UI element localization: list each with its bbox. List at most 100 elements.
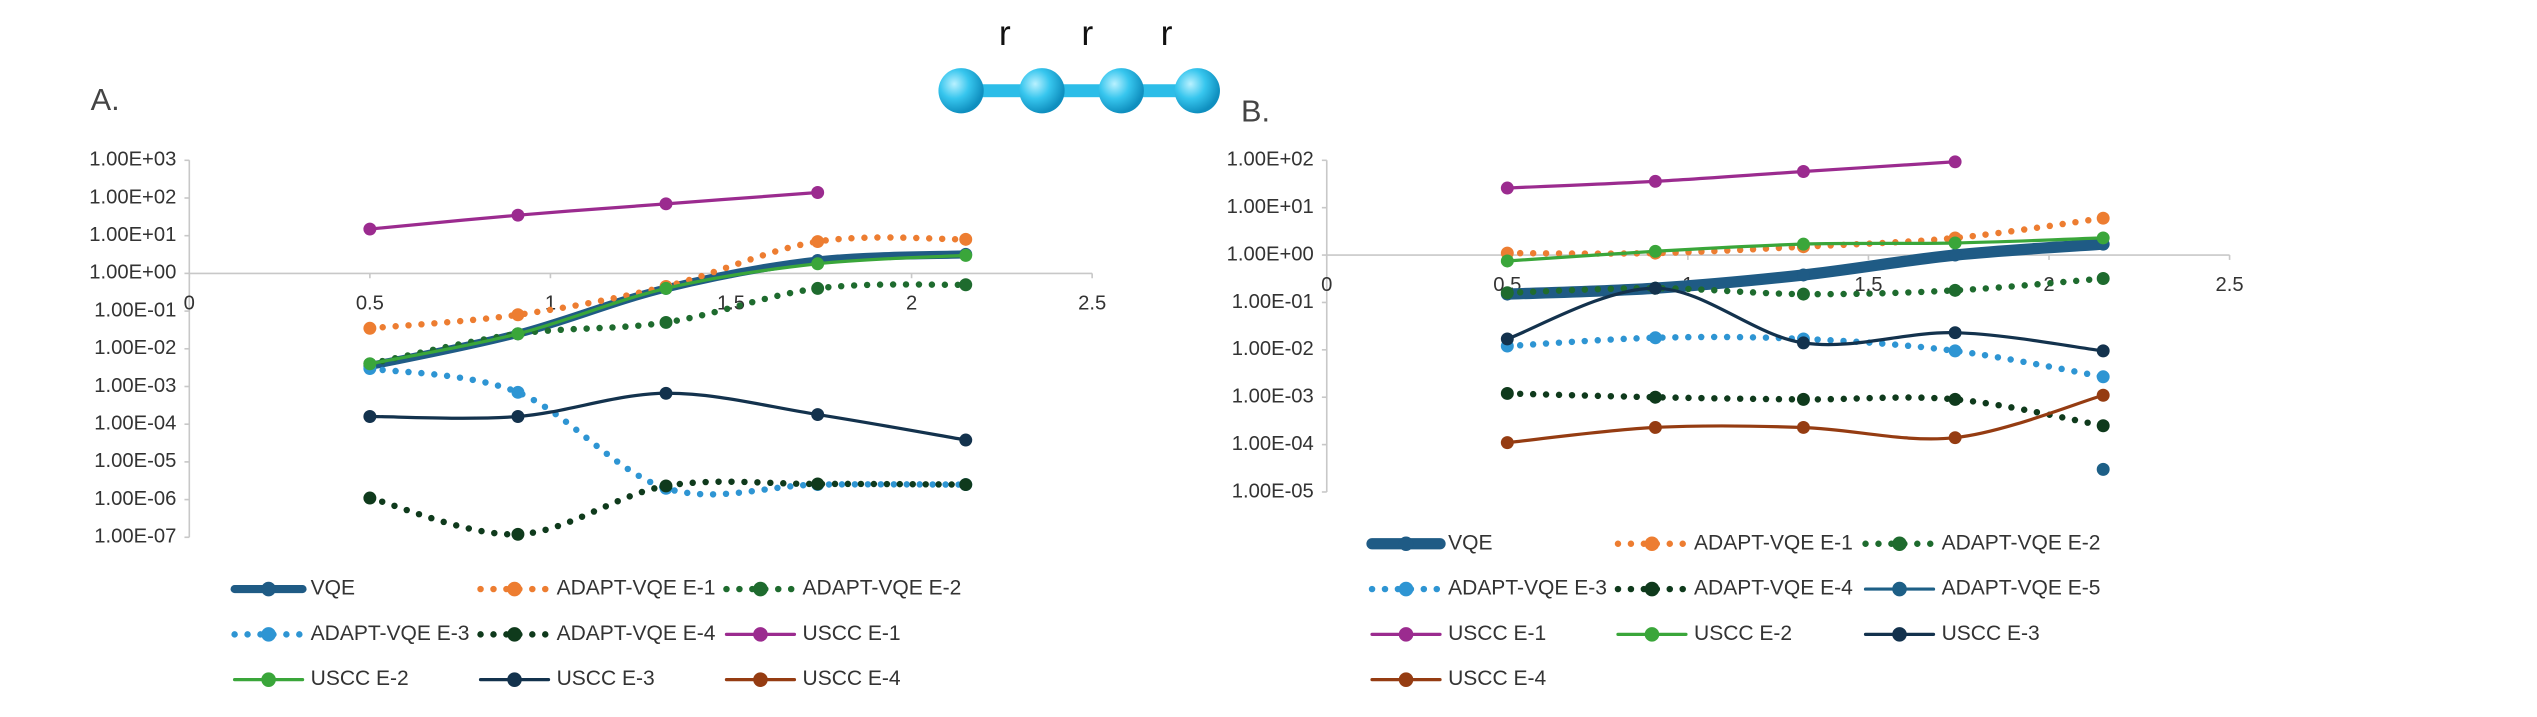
data-point bbox=[959, 248, 973, 262]
series-line bbox=[1505, 160, 1957, 190]
data-point bbox=[1948, 248, 1962, 262]
data-point bbox=[363, 222, 377, 236]
y-tick-label: 1.00E-03 bbox=[94, 375, 176, 397]
data-point bbox=[811, 235, 825, 249]
y-tick-label: 1.00E+02 bbox=[1227, 149, 1314, 171]
data-point bbox=[363, 321, 377, 335]
data-point bbox=[2096, 370, 2110, 384]
y-tick-label: 1.00E-03 bbox=[1232, 386, 1314, 408]
legend-marker bbox=[1398, 627, 1414, 642]
data-point bbox=[1948, 155, 1962, 169]
legend-label: ADAPT-VQE E-3 bbox=[311, 622, 470, 645]
legend-marker bbox=[1892, 581, 1907, 597]
y-tick-label: 1.00E-02 bbox=[1232, 338, 1314, 360]
legend-marker bbox=[1644, 627, 1660, 642]
data-point bbox=[1948, 431, 1962, 445]
data-point bbox=[1796, 165, 1810, 178]
chart: B. 1.00E-05 1.00E-04 1.00E-03 1.00E-02 1.00E-… bbox=[1227, 94, 2244, 691]
chart: A. 1.00E-07 1.00E-06 1.00E-05 1.00E-04 1.00E-… bbox=[89, 82, 1106, 690]
y-tick-label: 1.00E+00 bbox=[1227, 243, 1314, 265]
legend-label: ADAPT-VQE E-4 bbox=[1694, 577, 1853, 600]
data-point bbox=[511, 208, 525, 222]
data-point bbox=[363, 491, 377, 505]
legend-label: USCC E-1 bbox=[803, 622, 901, 645]
y-tick-label: 1.00E+01 bbox=[89, 224, 176, 246]
panel-label: A. bbox=[91, 82, 120, 117]
legend-label: ADAPT-VQE E-1 bbox=[557, 577, 716, 600]
x-tick-label: 1 bbox=[545, 292, 556, 314]
legend-marker bbox=[507, 581, 522, 597]
legend-marker bbox=[1398, 536, 1414, 552]
data-point bbox=[959, 478, 973, 492]
data-point bbox=[959, 433, 973, 447]
legend-marker bbox=[1644, 536, 1660, 552]
data-point bbox=[1648, 281, 1662, 295]
data-point bbox=[959, 278, 973, 292]
legend-marker bbox=[507, 672, 522, 687]
legend-marker bbox=[261, 581, 276, 597]
legend-marker bbox=[753, 581, 768, 597]
x-tick-label: 0 bbox=[1321, 274, 1332, 296]
atom bbox=[1174, 68, 1220, 114]
y-tick-label: 1.00E-07 bbox=[94, 526, 176, 548]
data-point bbox=[811, 477, 825, 491]
legend-label: ADAPT-VQE E-2 bbox=[803, 577, 962, 600]
bond bbox=[961, 84, 1198, 98]
distance-label: r bbox=[999, 13, 1011, 53]
legend-label: ADAPT-VQE E-5 bbox=[1942, 577, 2101, 600]
data-point bbox=[659, 315, 673, 329]
series-line bbox=[365, 250, 970, 371]
data-point bbox=[1948, 236, 1962, 250]
data-point bbox=[1948, 344, 1962, 358]
y-tick-label: 1.00E-01 bbox=[1232, 291, 1314, 313]
data-point bbox=[659, 197, 673, 211]
y-tick-label: 1.00E-04 bbox=[1232, 433, 1314, 455]
y-tick-label: 1.00E+01 bbox=[1227, 196, 1314, 218]
legend-label: USCC E-4 bbox=[1448, 667, 1546, 690]
legend-label: USCC E-3 bbox=[557, 667, 655, 690]
legend-label: ADAPT-VQE E-2 bbox=[1942, 531, 2101, 554]
legend-marker bbox=[1892, 627, 1907, 642]
data-point bbox=[2096, 462, 2110, 476]
y-tick-label: 1.00E-02 bbox=[94, 337, 176, 359]
data-point bbox=[1796, 287, 1810, 301]
data-point bbox=[1948, 283, 1962, 297]
data-point bbox=[1648, 174, 1662, 188]
atom bbox=[1019, 68, 1065, 114]
y-tick-label: 1.00E+03 bbox=[89, 149, 176, 171]
data-point bbox=[1796, 237, 1810, 251]
x-tick-label: 2.5 bbox=[2216, 274, 2244, 296]
data-point bbox=[2096, 231, 2110, 245]
legend-label: ADAPT-VQE E-3 bbox=[1448, 577, 1607, 600]
legend-label: VQE bbox=[1448, 531, 1492, 554]
y-tick-label: 1.00E-05 bbox=[1232, 480, 1314, 502]
data-point bbox=[511, 385, 525, 399]
x-tick-label: 0.5 bbox=[356, 292, 384, 314]
data-point bbox=[511, 410, 525, 423]
legend-label: ADAPT-VQE E-1 bbox=[1694, 531, 1853, 554]
data-point bbox=[659, 281, 673, 295]
data-point bbox=[2096, 388, 2110, 402]
series-line bbox=[368, 391, 968, 442]
series-line bbox=[368, 190, 820, 231]
series-line bbox=[368, 253, 968, 366]
data-point bbox=[511, 327, 525, 341]
data-point bbox=[1796, 420, 1810, 434]
data-point bbox=[2096, 272, 2110, 285]
data-point bbox=[1648, 390, 1662, 404]
molecule: r r r bbox=[938, 13, 1220, 114]
data-point bbox=[2096, 211, 2110, 225]
data-point bbox=[2096, 419, 2110, 433]
data-point bbox=[1648, 331, 1662, 345]
legend-marker bbox=[1892, 536, 1907, 552]
y-tick-label: 1.00E-06 bbox=[94, 488, 176, 510]
panel-label: B. bbox=[1241, 94, 1270, 129]
legend-marker bbox=[1644, 581, 1660, 597]
data-point bbox=[1500, 181, 1514, 195]
legend-label: USCC E-3 bbox=[1942, 622, 2040, 645]
data-point bbox=[1500, 332, 1514, 346]
data-point bbox=[1796, 392, 1810, 406]
y-tick-label: 1.00E+00 bbox=[89, 262, 176, 284]
legend-marker bbox=[261, 672, 276, 687]
